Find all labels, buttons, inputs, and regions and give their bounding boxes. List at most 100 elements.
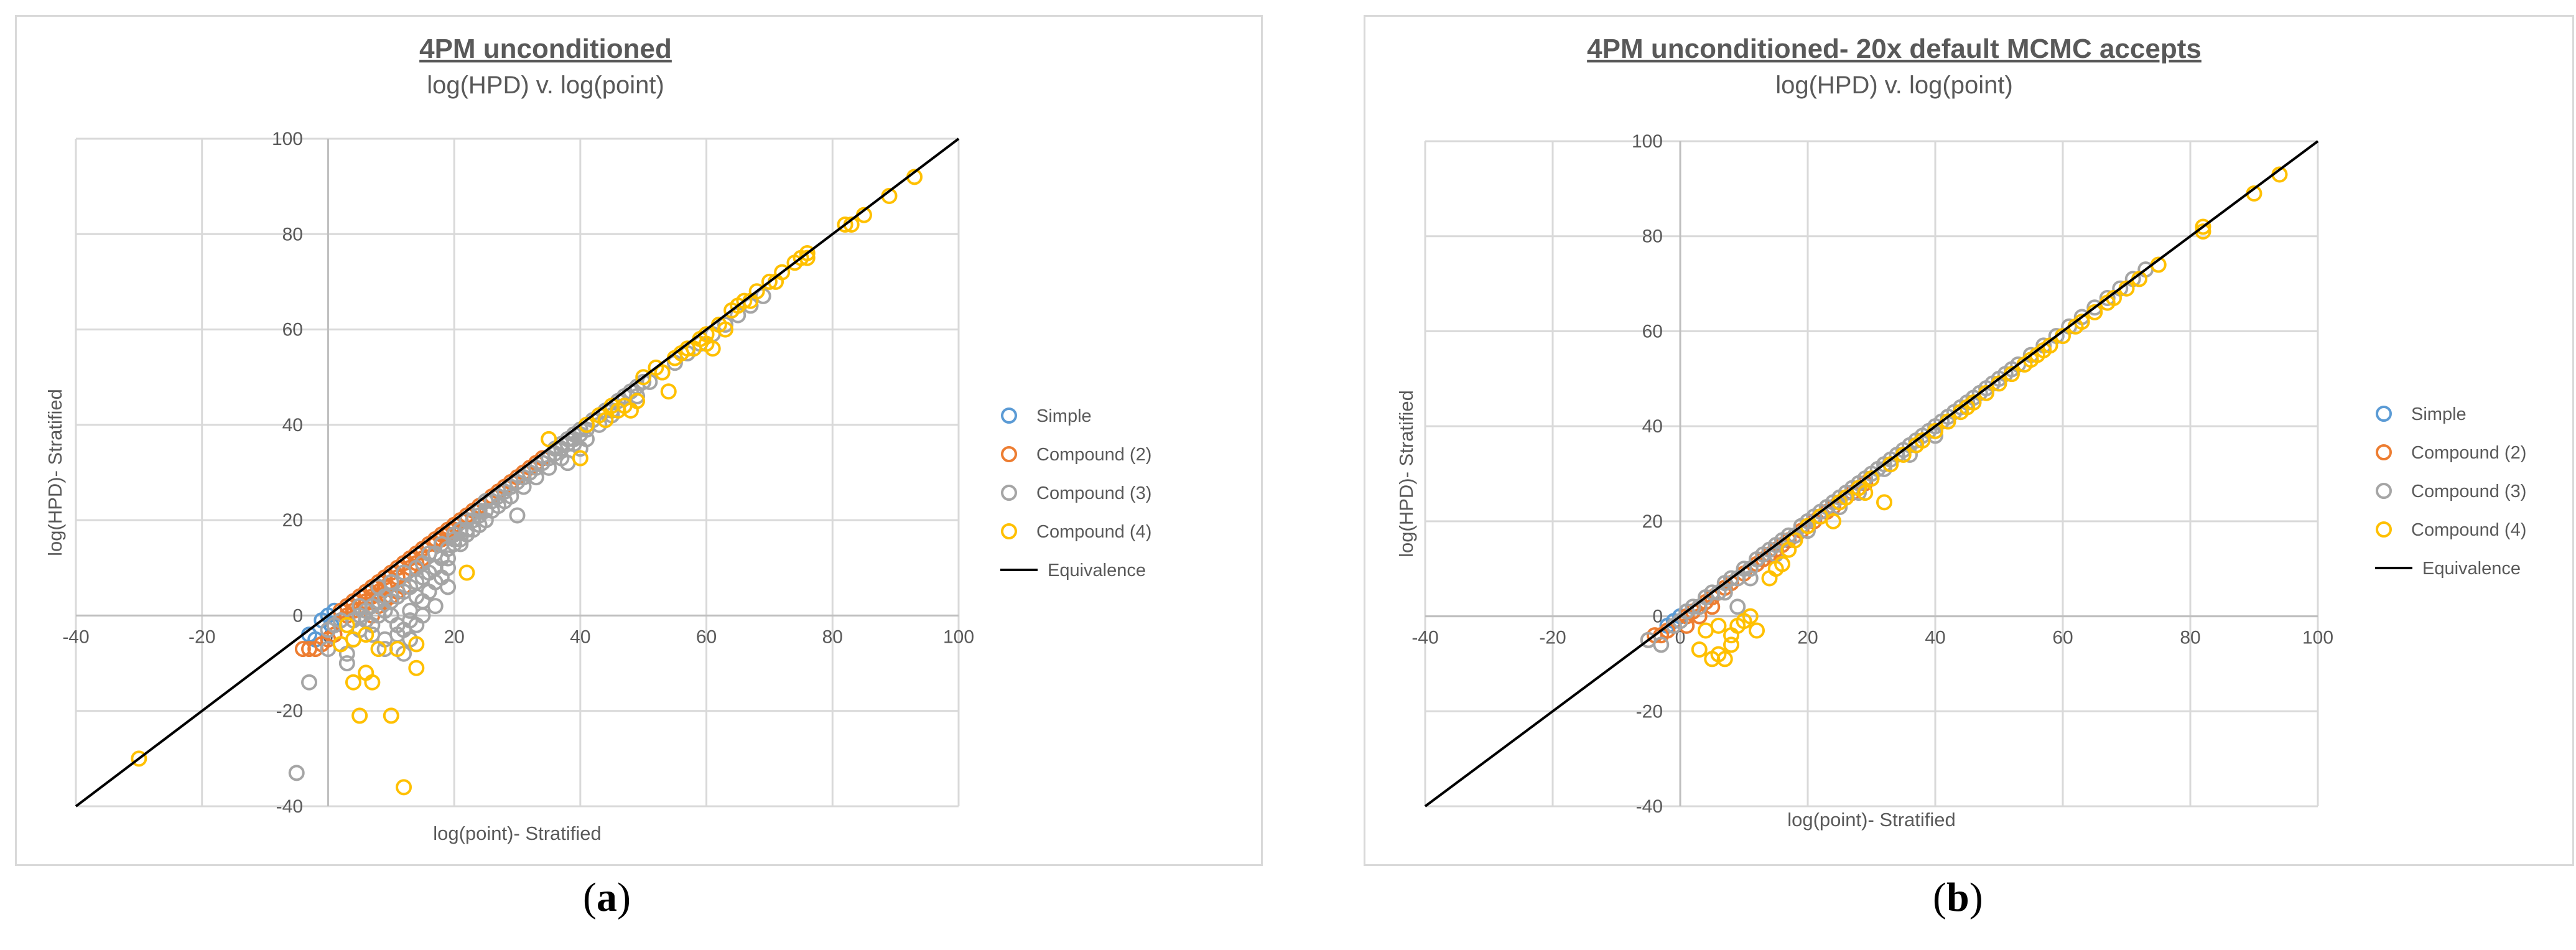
y-tick-label: 60 [282,320,303,340]
data-point-compound-4 [1825,513,1841,529]
legend-marker-swatch [2376,521,2392,538]
scatter-chart-b: -40 -20 0 20 40 60 80 100-40-200204060801004PM … [1395,34,2526,831]
legend-label: Compound (2) [1036,445,1151,465]
equivalence-line [75,137,960,808]
y-tick-label: 20 [282,510,303,531]
y-tick-label: -40 [1636,796,1663,817]
x-tick-label: 80 [822,626,843,647]
legend-label: Equivalence [2422,559,2521,579]
data-point-compound-3 [528,469,544,486]
data-point-compound-4 [1691,641,1708,658]
x-tick-label: -20 [1539,628,1566,648]
chart-panel-b: -40 -20 0 20 40 60 80 100 -40 -20 0 20 40 60 80 100 4PM … [1364,15,2574,866]
data-point-compound-4 [1723,627,1739,644]
data-point-compound-3 [288,765,305,781]
legend-marker-swatch [1001,407,1017,424]
legend-label: Simple [1036,406,1092,426]
chart-subtitle: log(HPD) v. log(point) [427,72,664,99]
data-point-compound-3 [503,488,519,505]
legend-marker-swatch [1001,446,1017,462]
data-point-compound-4 [660,383,677,400]
data-point-compound-3 [414,607,431,624]
legend-label: Compound (4) [1036,522,1151,542]
data-point-compound-4 [131,750,147,767]
data-point-compound-4 [717,321,733,338]
y-axis-title: log(HPD)- Stratified [1395,390,1417,557]
data-point-compound-4 [1857,485,1874,501]
data-point-compound-3 [440,579,457,595]
data-point-compound-3 [1685,598,1701,615]
data-point-compound-3 [490,498,507,515]
data-point-compound-4 [1787,532,1803,549]
x-tick-label: -20 [188,626,215,647]
data-point-compound-4 [572,450,588,467]
data-point-compound-4 [736,292,753,309]
x-axis-title: log(point)- Stratified [1787,809,1956,831]
data-point-compound-3 [370,579,387,595]
scatter-chart-a: -40 -20 0 20 40 60 80 100-40-200204060801004PM … [44,34,1151,844]
chart-title: 4PM unconditioned [419,34,672,64]
data-point-compound-3 [2099,289,2116,306]
data-point-compound-4 [1742,608,1759,625]
data-point-compound-4 [1723,636,1739,653]
y-tick-label: 40 [282,415,303,435]
chart-subtitle: log(HPD) v. log(point) [1775,72,2013,99]
data-point-compound-4 [364,674,381,691]
x-tick-label: 20 [444,626,464,647]
data-point-compound-3 [364,626,381,643]
data-point-compound-3 [1800,523,1816,539]
data-point-compound-4 [1774,556,1790,572]
data-point-compound-4 [1876,494,1892,511]
data-point-compound-3 [452,536,469,552]
legend-label: Compound (2) [2411,443,2526,463]
y-tick-label: 60 [1642,321,1663,342]
data-point-compound-4 [1749,622,1765,639]
data-point-compound-4 [541,431,557,447]
data-point-compound-4 [408,636,425,653]
legend-label: Simple [2411,404,2467,424]
data-point-compound-3 [440,550,457,567]
data-point-compound-4 [761,273,778,290]
data-point-compound-3 [477,512,494,529]
y-tick-label: 0 [1652,607,1663,627]
data-point-compound-4 [774,264,791,281]
x-tick-label: 100 [2302,628,2333,648]
data-point-compound-3 [1723,570,1739,587]
caption-b-close: ) [1969,875,1983,920]
legend-label: Compound (3) [1036,483,1151,503]
caption-a-letter: a [596,875,617,920]
data-point-compound-3 [515,478,532,495]
data-point-compound-4 [408,659,425,676]
caption-b: (b) [1933,874,1983,921]
legend-marker-swatch [1001,485,1017,501]
data-point-compound-4 [698,335,715,352]
x-tick-label: -40 [1411,628,1438,648]
data-point-compound-4 [396,779,412,796]
y-tick-label: 40 [1642,416,1663,437]
y-tick-label: -40 [276,796,303,817]
x-tick-label: -40 [62,626,89,647]
x-tick-label: 60 [696,626,717,647]
y-tick-label: 80 [1642,226,1663,247]
data-point-compound-3 [572,440,588,457]
data-point-compound-3 [396,564,412,581]
x-axis-title: log(point)- Stratified [433,822,602,844]
data-point-compound-3 [509,507,526,524]
data-point-compound-4 [610,402,626,419]
data-point-compound-4 [458,564,475,581]
x-tick-label: 20 [1797,628,1818,648]
caption-a-open: ( [583,875,597,920]
data-point-compound-4 [338,617,355,633]
data-point-compound-3 [465,521,481,538]
data-point-compound-3 [629,388,646,404]
data-point-compound-3 [440,559,457,576]
legend-label: Equivalence [1048,561,1146,580]
data-point-compound-3 [1729,598,1746,615]
x-tick-label: 80 [2180,628,2200,648]
x-tick-label: 40 [1925,628,1945,648]
legend-marker-swatch [2376,444,2392,460]
data-point-compound-3 [1742,570,1759,587]
y-tick-label: -20 [276,701,303,722]
x-tick-label: 100 [943,626,974,647]
data-point-compound-4 [748,283,765,300]
